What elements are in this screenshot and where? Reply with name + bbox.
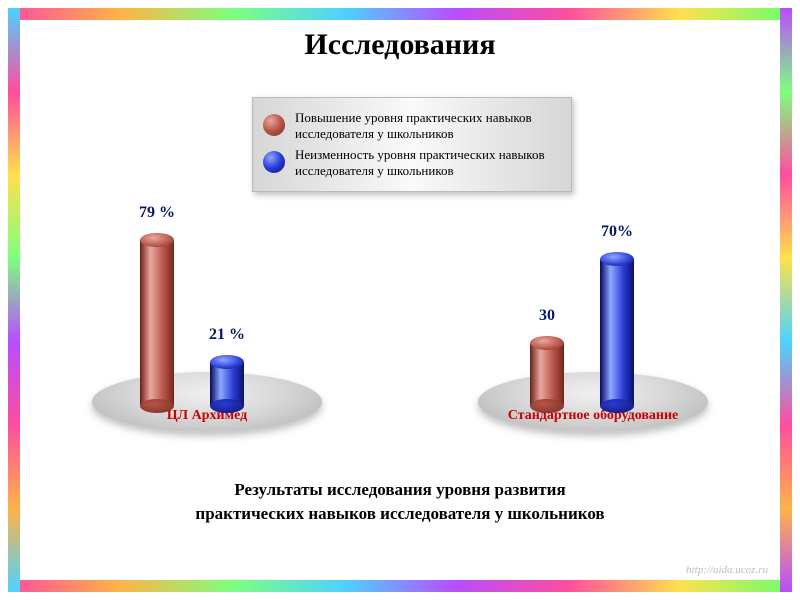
legend-swatch-icon <box>263 151 285 173</box>
legend-text: Повышение уровня практических навыков ис… <box>295 110 561 143</box>
bar-standard-blue <box>600 245 634 420</box>
legend-swatch-icon <box>263 114 285 136</box>
platform-archimed: ЦЛ Архимед <box>92 372 322 432</box>
decorative-border-left <box>8 8 20 592</box>
bar-label: 30 <box>539 307 555 325</box>
legend-row: Повышение уровня практических навыков ис… <box>263 110 561 143</box>
page-title: Исследования <box>22 28 778 62</box>
bar-archimed-blue <box>210 348 244 420</box>
bar-label: 21 % <box>209 326 245 344</box>
decorative-border-right <box>780 8 792 592</box>
bar-label: 70% <box>601 223 633 241</box>
bar-archimed-red <box>140 226 174 420</box>
chart-caption: Результаты исследования уровня развития … <box>22 478 778 526</box>
legend-text: Неизменность уровня практических навыков… <box>295 147 561 180</box>
chart-legend: Повышение уровня практических навыков ис… <box>252 97 572 192</box>
caption-line: Результаты исследования уровня развития <box>22 478 778 502</box>
watermark: http://aida.ucoz.ru <box>686 564 768 576</box>
slide-frame: Исследования ЦЛ Архимед Стандартное обор… <box>0 0 800 600</box>
legend-row: Неизменность уровня практических навыков… <box>263 147 561 180</box>
caption-line: практических навыков исследователя у шко… <box>22 502 778 526</box>
decorative-border-top <box>8 8 792 20</box>
chart-area: ЦЛ Архимед Стандартное оборудование Повы… <box>22 82 778 462</box>
bar-standard-red <box>530 329 564 420</box>
bar-label: 79 % <box>139 204 175 222</box>
decorative-border-bottom <box>8 580 792 592</box>
platform-standard: Стандартное оборудование <box>478 372 708 432</box>
slide-content: Исследования ЦЛ Архимед Стандартное обор… <box>22 22 778 578</box>
